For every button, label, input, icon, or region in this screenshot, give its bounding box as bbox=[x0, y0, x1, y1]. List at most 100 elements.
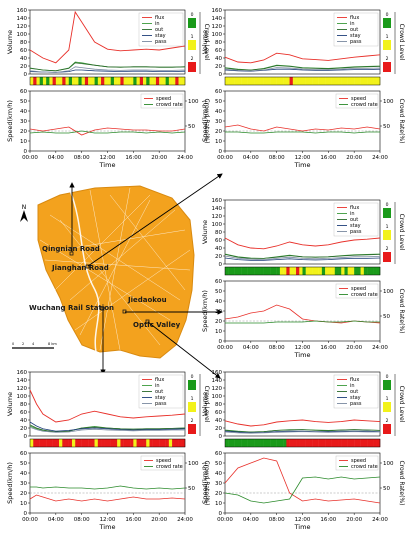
x-tick-label: 24:00 bbox=[177, 517, 193, 523]
crowd-level-cell bbox=[331, 267, 335, 275]
volume-plot-jiedaokou: 0 20 40 60 80 100 120 140 160 Volume fluxinoutstay… bbox=[201, 198, 381, 268]
volume-tick-label: 120 bbox=[212, 214, 223, 220]
crowd-level-cell bbox=[315, 439, 319, 447]
crowd-level-cell bbox=[350, 267, 355, 275]
crowd-level-cell bbox=[328, 77, 332, 85]
crowd-level-cell bbox=[260, 439, 264, 447]
crowd-level-legend-optic: 0 1 2 Crowd Level bbox=[383, 374, 405, 436]
crowd-level-legend-swatch bbox=[383, 18, 391, 28]
legend-label-crowd-rate: crowd rate bbox=[351, 464, 378, 470]
legend-label-flux: flux bbox=[350, 377, 359, 383]
legend-label-out: out bbox=[350, 27, 358, 33]
series-line-out bbox=[224, 254, 381, 259]
crowd-level-cell bbox=[55, 439, 60, 447]
speed-tick-label: 10 bbox=[215, 501, 222, 507]
volume-tick-label: 120 bbox=[17, 24, 28, 30]
crowd-level-cell bbox=[78, 439, 82, 447]
scale-bar: 0 2 4 8 km bbox=[12, 342, 57, 349]
crowd-level-cell bbox=[181, 439, 186, 447]
road-network bbox=[39, 187, 191, 351]
crowd-level-cell bbox=[283, 439, 287, 447]
crowd-level-cell bbox=[302, 267, 306, 275]
series-line-speed bbox=[224, 457, 381, 504]
crowd-level-cell bbox=[254, 267, 258, 275]
crowd-level-cell bbox=[165, 77, 170, 85]
crowd-level-cell bbox=[234, 439, 239, 447]
crowd-level-legend-label: 0 bbox=[191, 374, 194, 380]
crowd-level-cell bbox=[234, 267, 239, 275]
legend-label-pass: pass bbox=[350, 39, 362, 45]
crowd-level-cell bbox=[123, 439, 128, 447]
crowd-level-legend-swatch bbox=[383, 230, 391, 240]
crowd-level-legend-swatch bbox=[383, 402, 391, 412]
crowd-level-cell bbox=[225, 439, 229, 447]
crowd-level-cell bbox=[270, 77, 274, 85]
crowd-level-cell bbox=[225, 77, 229, 85]
crowd-level-cell bbox=[130, 77, 134, 85]
rate-tick-label: 100 bbox=[383, 99, 394, 105]
volume-tick-label: 20 bbox=[215, 64, 222, 70]
crowd-level-cell bbox=[276, 439, 281, 447]
legend-label-crowd-rate: crowd rate bbox=[351, 292, 378, 298]
volume-tick-label: 80 bbox=[215, 230, 222, 236]
crowd-level-legend-swatch bbox=[188, 380, 196, 390]
legend-label-flux: flux bbox=[155, 15, 164, 21]
panel-qingnian: 020406080100120140160Volumefluxinoutstay… bbox=[6, 8, 210, 169]
crowd-level-bar-frame bbox=[224, 76, 381, 86]
volume-tick-label: 160 bbox=[212, 8, 223, 14]
crowd-level-cell bbox=[318, 77, 323, 85]
crowd-level-legend-jianghan: 0 1 2 Crowd Level bbox=[383, 12, 405, 74]
legend-label-speed: speed bbox=[351, 96, 366, 102]
crowd-level-cell bbox=[354, 267, 358, 275]
crowd-level-cell bbox=[273, 439, 277, 447]
crowd-level-cell bbox=[59, 439, 63, 447]
volume-plot-optic: 0 20 40 60 80 100 120 140 160 Volume fluxinoutstay… bbox=[201, 370, 381, 440]
crowd-level-cell bbox=[360, 267, 365, 275]
crowd-level-cell bbox=[33, 439, 37, 447]
legend-label-stay: stay bbox=[350, 223, 361, 229]
legend-label-stay: stay bbox=[350, 395, 361, 401]
volume-tick-label: 160 bbox=[17, 370, 28, 376]
legend-label-speed: speed bbox=[156, 96, 171, 102]
x-tick-label: 00:00 bbox=[217, 517, 233, 523]
crowd-level-cell bbox=[266, 77, 271, 85]
crowd-level-cell bbox=[241, 77, 245, 85]
crowd-level-cell bbox=[373, 77, 377, 85]
crowd-level-cell bbox=[126, 439, 131, 447]
crowd-level-cell bbox=[370, 267, 374, 275]
crowd-level-cell bbox=[350, 439, 355, 447]
crowd-level-cell bbox=[30, 439, 34, 447]
crowd-level-cell bbox=[370, 439, 374, 447]
volume-tick-label: 40 bbox=[20, 418, 27, 424]
crowd-level-cell bbox=[376, 267, 381, 275]
crowd-level-cell bbox=[367, 439, 371, 447]
crowd-level-cell bbox=[360, 439, 365, 447]
crowd-level-bar-qingnian bbox=[29, 76, 186, 86]
x-tick-label: 20:00 bbox=[346, 345, 362, 351]
x-tick-label: 08:00 bbox=[269, 345, 285, 351]
crowd-level-cell bbox=[175, 439, 179, 447]
crowd-level-cell bbox=[178, 439, 182, 447]
panel-jiedaokou: 020406080100120140160Volumefluxinoutstay… bbox=[201, 198, 405, 359]
volume-axis-label: Volume bbox=[6, 392, 14, 416]
crowd-level-cell bbox=[244, 77, 248, 85]
crowd-level-cell bbox=[263, 77, 268, 85]
location-markers bbox=[69, 251, 150, 324]
crowd-level-cell bbox=[71, 77, 76, 85]
series-line-crowd-rate bbox=[29, 130, 186, 134]
crowd-level-legend-label: 1 bbox=[191, 396, 194, 402]
crowd-level-legend-label: 2 bbox=[191, 418, 194, 424]
volume-tick-label: 140 bbox=[17, 16, 28, 22]
speed-tick-label: 50 bbox=[20, 461, 27, 467]
crowd-level-cell bbox=[139, 439, 144, 447]
crowd-level-cell bbox=[363, 439, 368, 447]
crowd-level-cell bbox=[302, 77, 306, 85]
rate-tick-label: 50 bbox=[383, 124, 390, 130]
crowd-level-cell bbox=[344, 267, 348, 275]
speed-tick-label: 20 bbox=[20, 129, 27, 135]
speed-tick-label: 10 bbox=[20, 139, 27, 145]
volume-tick-label: 160 bbox=[212, 198, 223, 204]
